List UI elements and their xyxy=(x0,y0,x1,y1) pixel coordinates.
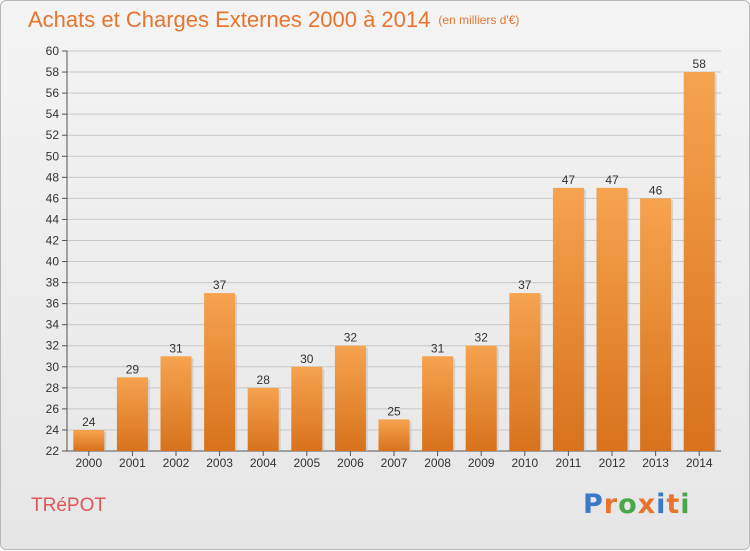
bar xyxy=(596,187,628,451)
bar-value-label: 30 xyxy=(300,352,314,366)
y-tick-label: 60 xyxy=(46,44,60,58)
x-tick-label: 2013 xyxy=(642,456,669,470)
chart-title-block: Achats et Charges Externes 2000 à 2014 (e… xyxy=(28,7,519,33)
y-tick-label: 40 xyxy=(46,255,60,269)
y-tick-label: 24 xyxy=(46,423,60,437)
y-tick-label: 48 xyxy=(46,170,60,184)
bar-value-label: 25 xyxy=(387,404,401,418)
bar-value-label: 32 xyxy=(475,331,489,345)
logo-letter: P xyxy=(583,489,604,520)
x-tick-label: 2009 xyxy=(468,456,495,470)
bar-value-label: 31 xyxy=(431,341,445,355)
logo-letter: x xyxy=(637,489,657,520)
bar-value-label: 31 xyxy=(169,341,183,355)
x-tick-label: 2012 xyxy=(599,456,626,470)
bar-value-label: 29 xyxy=(126,362,140,376)
logo-letter: r xyxy=(603,489,619,520)
y-tick-label: 50 xyxy=(46,149,60,163)
proxiti-logo: Proxiti xyxy=(583,489,691,520)
y-tick-label: 42 xyxy=(46,233,60,247)
bar xyxy=(683,72,715,451)
x-tick-label: 2000 xyxy=(75,456,102,470)
bar-value-label: 28 xyxy=(257,373,271,387)
y-tick-label: 54 xyxy=(46,107,60,121)
bar xyxy=(204,293,236,451)
bar xyxy=(116,377,148,451)
bar xyxy=(422,356,454,451)
x-tick-label: 2010 xyxy=(511,456,538,470)
x-tick-label: 2004 xyxy=(250,456,277,470)
y-tick-label: 28 xyxy=(46,381,60,395)
bar xyxy=(552,187,584,451)
bar xyxy=(73,429,105,451)
x-tick-label: 2014 xyxy=(686,456,713,470)
y-tick-label: 58 xyxy=(46,65,60,79)
y-tick-label: 36 xyxy=(46,297,60,311)
bar-value-label: 32 xyxy=(344,331,358,345)
bar-value-label: 46 xyxy=(649,183,663,197)
x-tick-label: 2006 xyxy=(337,456,364,470)
logo-letter: o xyxy=(618,489,638,520)
bar xyxy=(640,198,672,451)
x-tick-label: 2007 xyxy=(381,456,408,470)
y-tick-label: 46 xyxy=(46,191,60,205)
x-tick-label: 2003 xyxy=(206,456,233,470)
bar-value-label: 37 xyxy=(518,278,532,292)
y-tick-label: 56 xyxy=(46,86,60,100)
bar-value-label: 24 xyxy=(82,415,96,429)
commune-name: TRéPOT xyxy=(31,495,106,516)
y-tick-label: 34 xyxy=(46,318,60,332)
logo-letter: i xyxy=(680,489,691,520)
x-tick-label: 2005 xyxy=(293,456,320,470)
y-tick-label: 52 xyxy=(46,128,60,142)
bar xyxy=(465,345,497,451)
chart-title: Achats et Charges Externes 2000 à 2014 xyxy=(28,7,431,32)
logo-letter: t xyxy=(666,489,681,520)
bar xyxy=(378,419,410,451)
bar-value-label: 37 xyxy=(213,278,227,292)
bar xyxy=(291,366,323,451)
y-tick-label: 26 xyxy=(46,402,60,416)
x-tick-label: 2002 xyxy=(163,456,190,470)
bar-value-label: 58 xyxy=(693,57,707,71)
y-tick-label: 22 xyxy=(46,444,60,458)
chart-subtitle: (en milliers d'€) xyxy=(438,13,520,27)
y-tick-label: 38 xyxy=(46,276,60,290)
y-tick-label: 44 xyxy=(46,212,60,226)
bar xyxy=(334,345,366,451)
x-tick-label: 2001 xyxy=(119,456,146,470)
y-tick-label: 32 xyxy=(46,339,60,353)
bar xyxy=(160,356,192,451)
x-tick-label: 2011 xyxy=(555,456,581,470)
logo-letter: i xyxy=(656,489,667,520)
bar-value-label: 47 xyxy=(605,173,619,187)
y-tick-label: 30 xyxy=(46,360,60,374)
x-tick-label: 2008 xyxy=(424,456,451,470)
bar-value-label: 47 xyxy=(562,173,576,187)
bar xyxy=(247,387,279,451)
bar xyxy=(509,293,541,451)
